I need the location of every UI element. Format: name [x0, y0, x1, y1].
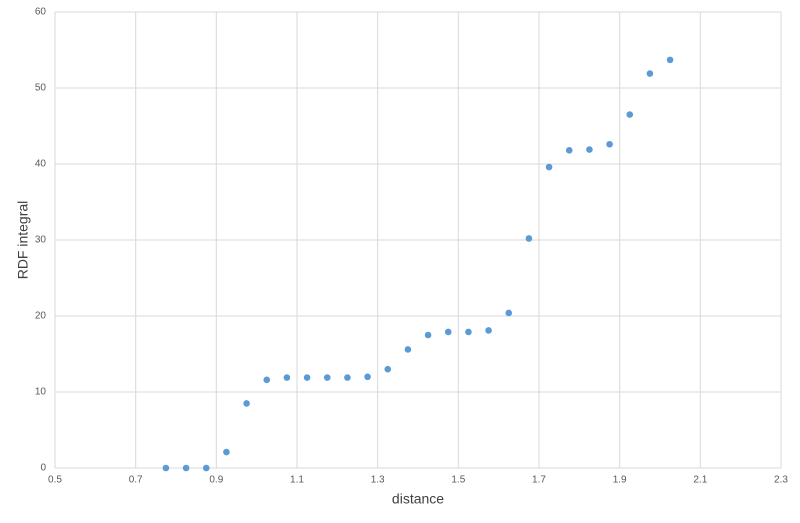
x-tick-label: 1.3: [371, 475, 385, 486]
y-axis-title: RDF integral: [15, 201, 31, 280]
point: [606, 140, 613, 148]
point: [263, 376, 271, 384]
point: [384, 365, 392, 373]
x-tick-label: 2.1: [693, 475, 707, 486]
point: [465, 328, 472, 336]
point: [243, 400, 250, 407]
x-tick-label: 2.3: [774, 475, 788, 486]
point: [444, 328, 452, 336]
point: [485, 327, 492, 334]
point: [565, 147, 573, 154]
x-tick-label: 0.5: [48, 475, 62, 486]
point: [162, 464, 170, 472]
y-tick-label: 60: [35, 7, 47, 18]
y-tick-label: 10: [35, 387, 47, 398]
point: [545, 163, 553, 171]
x-tick-label: 0.9: [209, 475, 223, 486]
x-tick-label: 1.7: [532, 475, 546, 486]
point: [404, 346, 412, 353]
point: [626, 111, 634, 118]
point: [303, 374, 311, 381]
point: [586, 146, 593, 153]
point: [283, 374, 291, 381]
y-tick-label: 30: [35, 235, 47, 246]
point: [525, 235, 533, 242]
point: [182, 464, 190, 472]
point: [223, 448, 230, 456]
x-tick-label: 1.1: [290, 475, 304, 486]
y-tick-label: 50: [35, 83, 47, 94]
point: [364, 373, 371, 381]
x-tick-label: 1.5: [451, 475, 465, 486]
point: [666, 56, 674, 64]
point: [323, 374, 331, 381]
point: [505, 309, 513, 317]
x-tick-label: 1.9: [613, 475, 627, 486]
point: [344, 374, 351, 381]
x-tick-label: 0.7: [129, 475, 143, 486]
point: [424, 331, 432, 339]
x-axis-title: distance: [392, 491, 444, 507]
y-tick-label: 0: [40, 463, 46, 474]
point: [646, 70, 654, 77]
point: [202, 464, 210, 472]
y-tick-label: 40: [35, 159, 47, 170]
y-tick-label: 20: [35, 311, 47, 322]
